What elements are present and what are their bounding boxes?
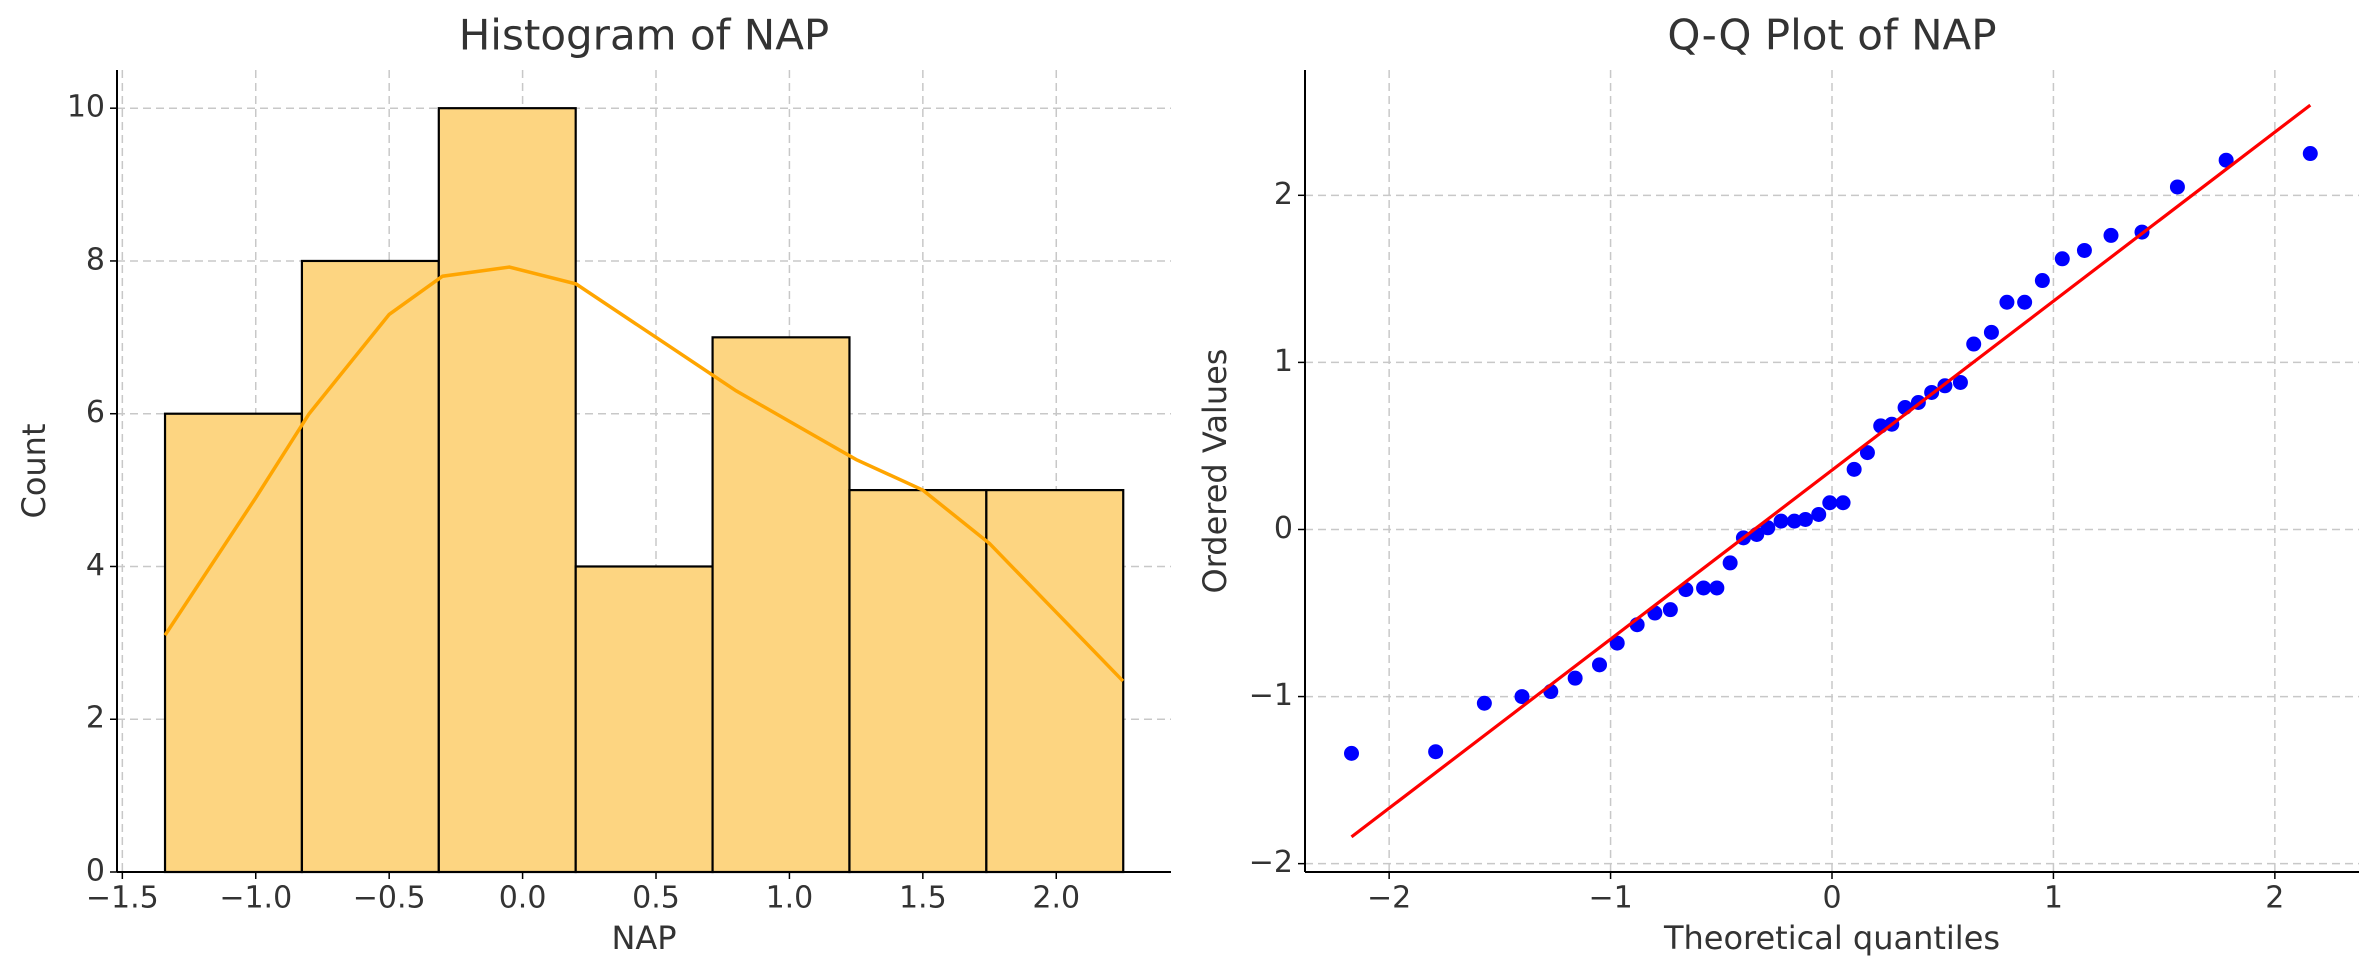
bar xyxy=(848,488,988,874)
point xyxy=(1999,294,2015,310)
y-tick-label: 0 xyxy=(86,854,105,889)
y-axis-label: Count xyxy=(15,423,53,518)
y-axis-label: Ordered Values xyxy=(1196,349,1234,594)
point xyxy=(1822,495,1838,511)
point xyxy=(1476,695,1492,711)
y-tick-label: 4 xyxy=(86,548,105,583)
point xyxy=(1760,520,1776,536)
point xyxy=(1846,461,1862,477)
fit-line xyxy=(1350,103,2312,839)
point xyxy=(1983,324,1999,340)
y-tick-label: 8 xyxy=(86,242,105,277)
point xyxy=(1859,445,1875,461)
point xyxy=(1592,657,1607,673)
bar xyxy=(985,488,1125,874)
x-tick-label: 0.5 xyxy=(632,881,680,916)
point xyxy=(2054,251,2070,267)
y-tick-label: 0 xyxy=(1274,511,1293,546)
x-tick-label: 0 xyxy=(1822,881,1841,916)
x-tick-label: 1 xyxy=(2044,881,2063,916)
y-tick-label: 2 xyxy=(86,701,105,736)
chart-title: Q-Q Plot of NAP xyxy=(1667,11,1996,60)
y-tick-label: 1 xyxy=(1274,344,1293,379)
chart-title: Histogram of NAP xyxy=(459,11,830,60)
point xyxy=(1609,635,1625,651)
bar xyxy=(163,412,304,874)
point xyxy=(2017,294,2033,310)
bar xyxy=(300,259,440,874)
point xyxy=(1722,555,1738,571)
point xyxy=(1797,511,1813,527)
point xyxy=(2103,227,2119,243)
bar xyxy=(574,565,714,874)
point xyxy=(1514,689,1530,705)
point xyxy=(1811,506,1827,522)
y-tick-label: −2 xyxy=(1249,845,1293,880)
y-tick-label: 10 xyxy=(67,90,105,125)
point xyxy=(1952,374,1968,390)
x-tick-label: −1 xyxy=(1588,881,1632,916)
point xyxy=(2218,152,2234,168)
x-axis-label: Theoretical quantiles xyxy=(1663,919,2000,957)
bar xyxy=(711,336,851,874)
point xyxy=(2034,273,2050,289)
x-tick-label: −0.5 xyxy=(353,881,426,916)
x-tick-label: 1.5 xyxy=(899,881,947,916)
point xyxy=(1709,580,1725,596)
x-tick-label: 2 xyxy=(2265,881,2284,916)
y-tick-label: 6 xyxy=(86,395,105,430)
point xyxy=(2169,179,2185,195)
y-tick-label: 2 xyxy=(1274,177,1293,212)
x-tick-label: −1.5 xyxy=(86,881,159,916)
point xyxy=(1662,602,1678,618)
kde-line xyxy=(163,265,1125,683)
x-tick-label: −1.0 xyxy=(219,881,292,916)
point xyxy=(1835,495,1851,511)
x-tick-label: 1.0 xyxy=(766,881,814,916)
point xyxy=(1344,745,1359,761)
point xyxy=(1696,580,1712,596)
x-tick-label: −2 xyxy=(1367,881,1411,916)
x-tick-label: 0.0 xyxy=(499,881,547,916)
point xyxy=(1966,336,1982,352)
point xyxy=(1428,744,1444,760)
y-tick-label: −1 xyxy=(1249,678,1293,713)
point xyxy=(1786,513,1802,529)
point xyxy=(1773,513,1789,529)
point xyxy=(2302,146,2318,162)
x-tick-label: 2.0 xyxy=(1032,881,1080,916)
point xyxy=(1567,670,1583,686)
bar xyxy=(437,107,577,874)
point xyxy=(2076,242,2092,258)
x-axis-label: NAP xyxy=(611,919,676,957)
